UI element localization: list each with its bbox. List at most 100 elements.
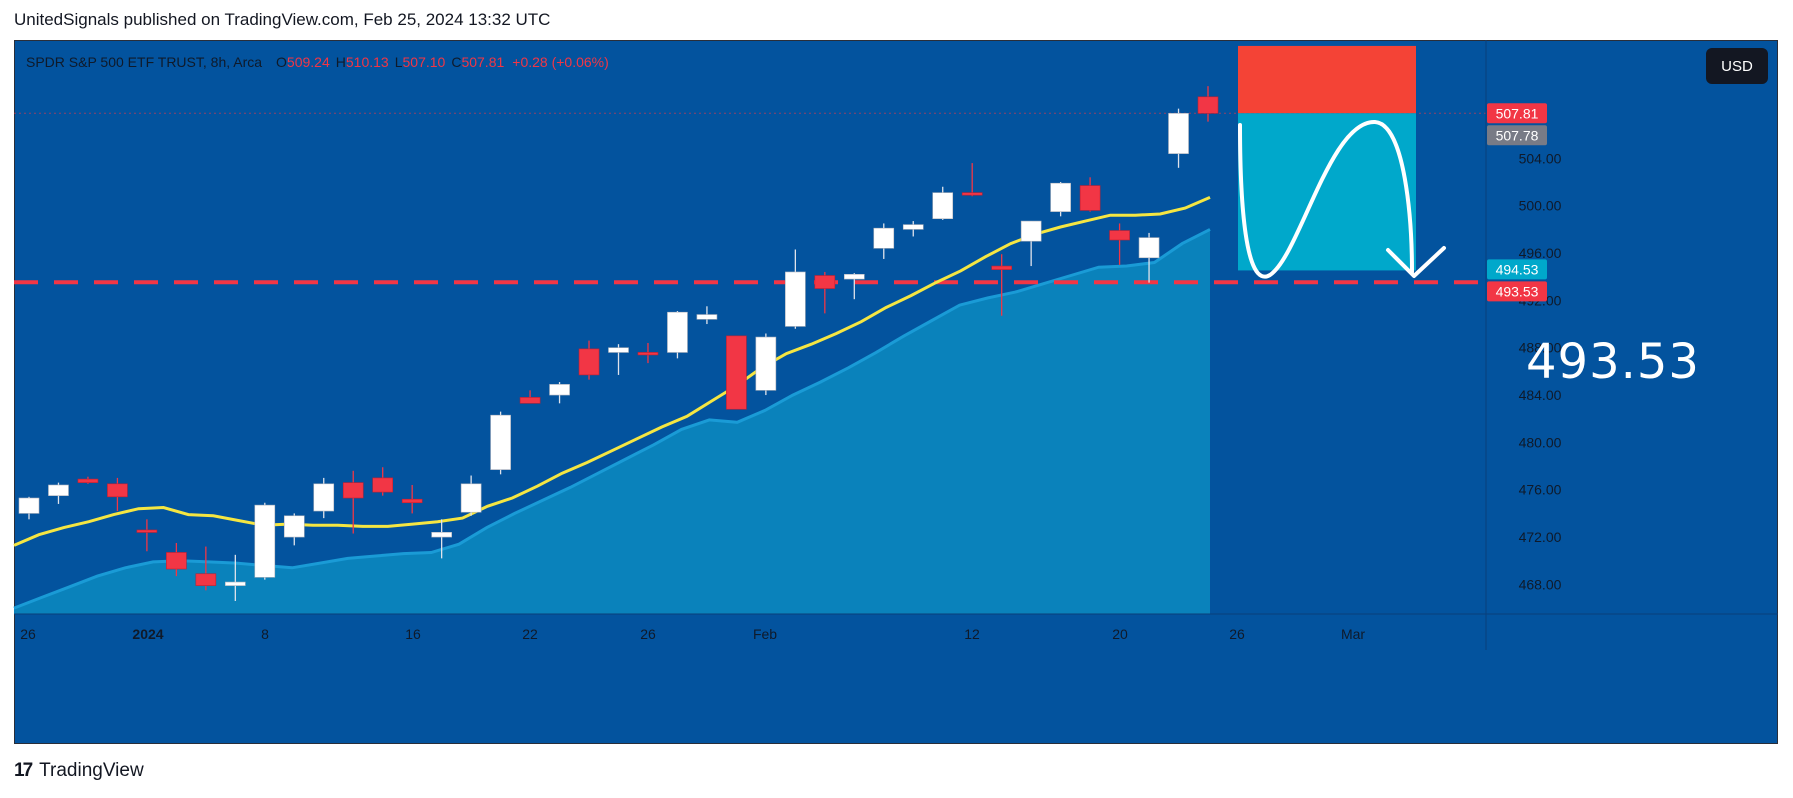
- candle-body: [401, 498, 423, 504]
- stop-loss-box: [1238, 45, 1416, 114]
- price-badge-label: 507.78: [1496, 127, 1539, 143]
- candle-body: [77, 478, 99, 483]
- y-tick-label: 480.00: [1519, 434, 1562, 450]
- x-tick-label: 16: [405, 626, 421, 642]
- currency-button[interactable]: USD: [1706, 48, 1768, 84]
- price-badge: 507.78: [1487, 125, 1547, 146]
- open-key: O: [276, 54, 287, 70]
- target-price-annotation: 493.53: [1526, 334, 1700, 390]
- candle: [549, 382, 570, 404]
- candle-body: [313, 483, 335, 512]
- candle: [608, 344, 629, 375]
- candle-body: [932, 192, 954, 220]
- candle: [1109, 223, 1130, 265]
- candle-body: [460, 483, 482, 513]
- candle-body: [107, 483, 128, 498]
- price-badge: 493.53: [1487, 281, 1547, 302]
- candle-body: [667, 311, 688, 353]
- candle-body: [372, 477, 394, 493]
- x-tick-label: 26: [20, 626, 36, 642]
- symbol-title[interactable]: SPDR S&P 500 ETF TRUST, 8h, Arca: [26, 54, 263, 70]
- high-value: 510.13: [345, 54, 389, 70]
- candle-body: [696, 314, 718, 320]
- price-badge-bg: [1487, 103, 1547, 124]
- candle-body: [166, 552, 187, 570]
- candle: [843, 273, 865, 300]
- price-badge-label: 507.81: [1496, 105, 1539, 121]
- candle: [991, 254, 1012, 316]
- candle: [48, 482, 69, 504]
- candle: [902, 221, 924, 237]
- candle-body: [1050, 182, 1071, 212]
- tradingview-mark-icon: 17: [14, 760, 33, 781]
- candle-body: [961, 192, 983, 196]
- y-tick-label: 500.00: [1519, 198, 1562, 214]
- candle-body: [902, 224, 924, 230]
- candle-body: [195, 573, 217, 586]
- candle-body: [18, 497, 40, 514]
- candle: [1197, 86, 1219, 122]
- y-tick-label: 468.00: [1519, 576, 1562, 592]
- candle-body: [342, 482, 364, 499]
- candle: [401, 484, 423, 514]
- candle-body: [814, 275, 836, 289]
- published-caption: UnitedSignals published on TradingView.c…: [14, 10, 551, 29]
- candle-body: [225, 581, 246, 586]
- price-badge-bg: [1487, 281, 1547, 302]
- candle: [1168, 108, 1189, 168]
- candle-body: [48, 484, 69, 496]
- candle-body: [726, 335, 747, 410]
- candle: [519, 390, 541, 404]
- candle-body: [431, 532, 452, 538]
- candle-body: [254, 504, 276, 578]
- candle-body: [1138, 237, 1160, 259]
- area-fill: [14, 229, 1210, 614]
- candle-body: [1109, 230, 1130, 241]
- candle: [107, 477, 128, 512]
- candle: [225, 554, 246, 601]
- candle-body: [1079, 185, 1101, 211]
- x-tick-label: 12: [964, 626, 980, 642]
- open-value: 509.24: [286, 54, 330, 70]
- low-key: L: [394, 54, 403, 70]
- candle: [696, 306, 718, 325]
- y-tick-label: 488.00: [1519, 340, 1562, 356]
- x-tick-label: 8: [261, 626, 269, 642]
- candle: [313, 477, 335, 519]
- price-badge: 494.53: [1487, 259, 1547, 280]
- candle: [195, 546, 217, 591]
- candle-body: [843, 274, 865, 280]
- candle: [1079, 177, 1101, 212]
- x-tick-label: 2024: [132, 626, 163, 642]
- close-key: C: [451, 54, 462, 70]
- candle: [637, 342, 659, 364]
- x-tick-label: 26: [1229, 626, 1245, 642]
- candle-body: [283, 515, 305, 538]
- y-tick-label: 496.00: [1519, 245, 1562, 261]
- candle-body: [873, 227, 895, 249]
- price-badge: 507.81: [1487, 103, 1547, 124]
- low-value: 507.10: [402, 54, 446, 70]
- x-tick-label: Feb: [753, 626, 777, 642]
- candle: [166, 542, 187, 577]
- candle: [1050, 182, 1071, 217]
- candle: [667, 311, 688, 359]
- area-line: [13, 228, 1211, 610]
- price-badge-label: 494.53: [1496, 261, 1539, 277]
- candle: [18, 496, 40, 520]
- candle-body: [1197, 96, 1219, 114]
- tradingview-brand: TradingView: [39, 760, 144, 781]
- moving-average-line: [13, 196, 1211, 547]
- price-badge-bg: [1487, 125, 1547, 146]
- candle: [755, 333, 777, 396]
- tradingview-logo[interactable]: 17 TradingView: [14, 760, 144, 782]
- x-tick-label: 22: [522, 626, 538, 642]
- candle-body: [519, 397, 541, 404]
- candle: [372, 467, 394, 496]
- candle-body: [1020, 220, 1042, 242]
- high-key: H: [335, 54, 346, 70]
- x-tick-label: Mar: [1341, 626, 1365, 642]
- change-value: +0.28 (+0.06%): [512, 54, 609, 70]
- candle: [961, 163, 983, 197]
